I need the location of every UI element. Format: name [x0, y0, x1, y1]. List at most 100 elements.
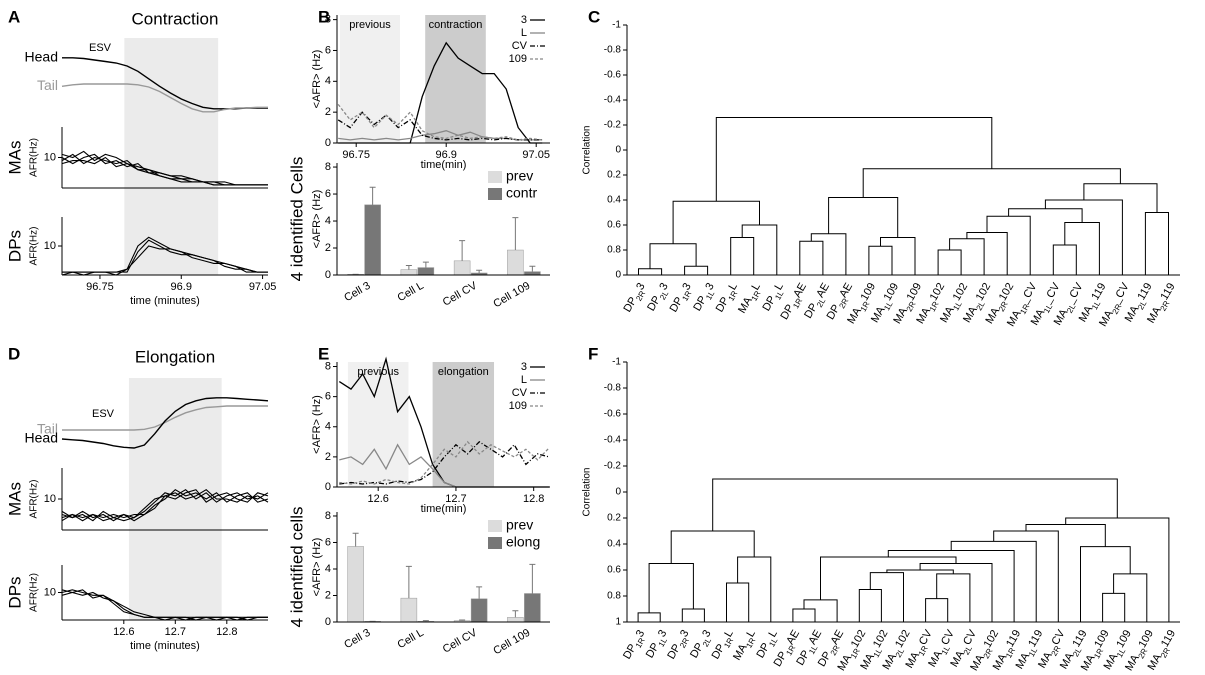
leaf-id: 109	[858, 281, 878, 303]
dendrogram-link	[638, 268, 663, 275]
leaf-id: 119	[1070, 628, 1089, 649]
legend-swatch	[488, 188, 502, 200]
bar	[470, 598, 488, 623]
y-tick-label: -1	[612, 20, 621, 31]
leaf-label: DP2R3	[621, 281, 650, 316]
dendrogram-link	[986, 215, 1031, 275]
dendrogram-link	[1080, 546, 1131, 622]
x-tick-label: 12.8	[523, 493, 544, 505]
y-tick-label: -1	[612, 357, 621, 368]
x-tick-label: Cell 109	[491, 627, 532, 658]
panel-letter: F	[588, 344, 598, 363]
leaf-id: _CV	[1064, 280, 1086, 306]
legend-label: elong	[506, 534, 540, 550]
panel-letter: E	[318, 344, 329, 363]
panel-title: 4 identified cells	[287, 507, 306, 628]
bar	[507, 617, 524, 623]
y-tick-label: 0	[615, 487, 621, 498]
legend-swatch	[488, 520, 502, 532]
panel-letter: C	[588, 7, 600, 26]
group-label: DPs	[5, 576, 24, 608]
dendrogram-link	[1083, 183, 1158, 213]
leaf-label: MA1RL	[736, 281, 765, 317]
leaf-label: MA1RL	[731, 628, 760, 664]
region-label: contraction	[429, 19, 483, 31]
leaf-id: 119	[1135, 281, 1154, 302]
series-label: Tail	[37, 421, 58, 437]
bar	[400, 597, 418, 623]
y-tick-label: 10	[44, 151, 56, 163]
y-tick-label: 6	[325, 44, 331, 56]
legend-label: 109	[509, 400, 527, 412]
y-axis-label: AFR(Hz)	[29, 573, 40, 612]
leaf-id: 3	[703, 281, 716, 292]
dendrogram-link	[649, 243, 697, 269]
panel-title: 4 identified Cells	[287, 157, 306, 282]
x-tick-label: Cell L	[395, 280, 425, 304]
dendrogram-link	[684, 265, 709, 275]
y-tick-label: 0.4	[607, 195, 621, 206]
y-tick-label: 2	[325, 589, 331, 601]
dendrogram-link	[1044, 199, 1123, 275]
y-tick-label: -0.4	[604, 95, 622, 106]
y-tick-label: 4	[325, 215, 331, 227]
y-tick-label: 0.6	[607, 565, 621, 576]
dendrogram-link	[1025, 524, 1106, 547]
dendrogram-link	[803, 599, 838, 622]
leaf-id: AE	[791, 281, 809, 300]
leaf-id: 102	[951, 281, 971, 303]
leaf-id: AE	[829, 628, 847, 647]
series-label: Head	[25, 430, 58, 446]
y-tick-label: 10	[44, 493, 56, 505]
bar	[400, 269, 418, 276]
error-bar	[422, 620, 429, 622]
y-tick-label: 4	[325, 421, 331, 433]
x-axis-label: time(min)	[421, 159, 467, 171]
esv-line	[61, 83, 268, 113]
y-tick-label: 8	[325, 14, 331, 26]
legend-label: 109	[509, 53, 527, 65]
leaf-id: 119	[1004, 628, 1023, 649]
y-tick-label: 6	[325, 391, 331, 403]
dendrogram-link	[670, 530, 755, 564]
error-bar	[529, 563, 536, 594]
leaf-id: 109	[1114, 628, 1134, 650]
dendrogram-link	[737, 556, 772, 622]
leaf-id: 119	[1089, 281, 1108, 302]
bar	[524, 593, 541, 623]
bar	[524, 271, 541, 276]
leaf-id: 3	[700, 628, 713, 639]
x-tick-label: 96.75	[342, 149, 370, 161]
error-bar	[405, 565, 412, 599]
bar	[364, 204, 381, 276]
dendrogram-link	[648, 563, 694, 613]
dendrogram-link	[1064, 222, 1100, 275]
x-tick-label: Cell L	[395, 627, 425, 651]
x-tick-label: 12.8	[216, 626, 237, 638]
panel-title: Elongation	[135, 347, 215, 366]
leaf-id: 102	[849, 628, 869, 650]
leaf-id: AE	[837, 281, 855, 300]
legend-label: CV	[512, 387, 528, 399]
dendrogram-link	[637, 612, 661, 622]
dendrogram-link	[862, 168, 1121, 198]
leaf-id: CV	[961, 627, 979, 647]
trace-line	[61, 489, 269, 522]
x-axis-label: time (minutes)	[130, 295, 200, 307]
x-tick-label: Cell 109	[491, 280, 532, 311]
x-tick-label: 12.6	[367, 493, 388, 505]
annotation: ESV	[89, 42, 112, 54]
y-axis-label: <AFR> (Hz)	[311, 538, 323, 597]
dendrogram-link	[858, 589, 882, 622]
error-bar	[476, 269, 483, 273]
leaf-id: 119	[1158, 281, 1177, 302]
region	[425, 15, 486, 143]
dendrogram-link	[919, 563, 993, 622]
leaf-id: 3	[656, 628, 669, 639]
leaf-id: 102	[871, 628, 891, 650]
y-tick-label: 2	[325, 451, 331, 463]
bar	[417, 267, 435, 276]
series-label: Head	[25, 48, 58, 64]
y-tick-label: 8	[325, 360, 331, 372]
leaf-id: AE	[814, 281, 832, 300]
